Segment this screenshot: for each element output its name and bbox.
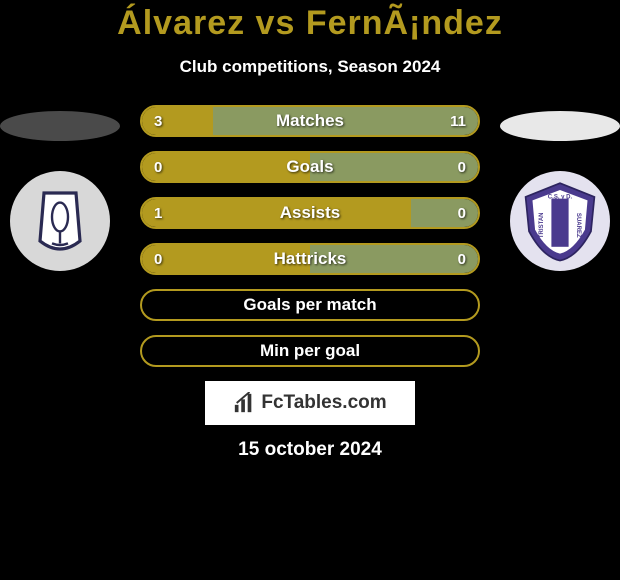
bar-fill-left (142, 107, 213, 135)
club-crest-left-icon (20, 181, 100, 261)
stat-value-left: 0 (154, 251, 162, 268)
chart-icon (233, 392, 255, 414)
club-badge-right: C.S. y D. TRISTAN SUAREZ (510, 171, 610, 271)
bar-fill-left (142, 199, 411, 227)
club-crest-right-icon: C.S. y D. TRISTAN SUAREZ (517, 178, 603, 264)
stat-bar-matches: 3 11 Matches (140, 105, 480, 137)
stat-label: Goals (286, 157, 333, 177)
date-text: 15 october 2024 (0, 439, 620, 461)
stat-bar-goals: 0 0 Goals (140, 151, 480, 183)
bar-fill-right (213, 107, 478, 135)
stat-value-left: 1 (154, 205, 162, 222)
stat-bar-assists: 1 0 Assists (140, 197, 480, 229)
stat-label: Goals per match (243, 295, 376, 315)
stat-bars: 3 11 Matches 0 0 Goals 1 0 Assists 0 0 Hattricks Goa… (140, 105, 480, 367)
stat-value-right: 0 (458, 159, 466, 176)
svg-text:SUAREZ: SUAREZ (575, 213, 581, 238)
stat-value-left: 0 (154, 159, 162, 176)
subtitle: Club competitions, Season 2024 (0, 57, 620, 77)
stat-label: Assists (280, 203, 340, 223)
svg-text:TRISTAN: TRISTAN (539, 212, 545, 238)
bar-fill-right (310, 153, 478, 181)
stat-bar-min-per-goal: Min per goal (140, 335, 480, 367)
player-photo-placeholder-right (500, 111, 620, 141)
stat-value-right: 11 (450, 113, 466, 130)
stat-bar-goals-per-match: Goals per match (140, 289, 480, 321)
left-player-column (0, 105, 120, 271)
right-player-column: C.S. y D. TRISTAN SUAREZ (500, 105, 620, 271)
svg-text:C.S. y D.: C.S. y D. (548, 195, 573, 201)
player-photo-placeholder-left (0, 111, 120, 141)
comparison-layout: C.S. y D. TRISTAN SUAREZ 3 11 Matches 0 0 Goa… (0, 105, 620, 367)
stat-value-left: 3 (154, 113, 162, 130)
stat-value-right: 0 (458, 205, 466, 222)
fctables-text: FcTables.com (261, 392, 386, 414)
bar-fill-right (411, 199, 478, 227)
page-title: Álvarez vs FernÃ¡ndez (0, 0, 620, 43)
stat-bar-hattricks: 0 0 Hattricks (140, 243, 480, 275)
fctables-brand: FcTables.com (205, 381, 415, 425)
stat-label: Min per goal (260, 341, 360, 361)
stat-label: Matches (276, 111, 344, 131)
stat-value-right: 0 (458, 251, 466, 268)
bar-fill-left (142, 153, 310, 181)
stat-label: Hattricks (274, 249, 347, 269)
club-badge-left (10, 171, 110, 271)
